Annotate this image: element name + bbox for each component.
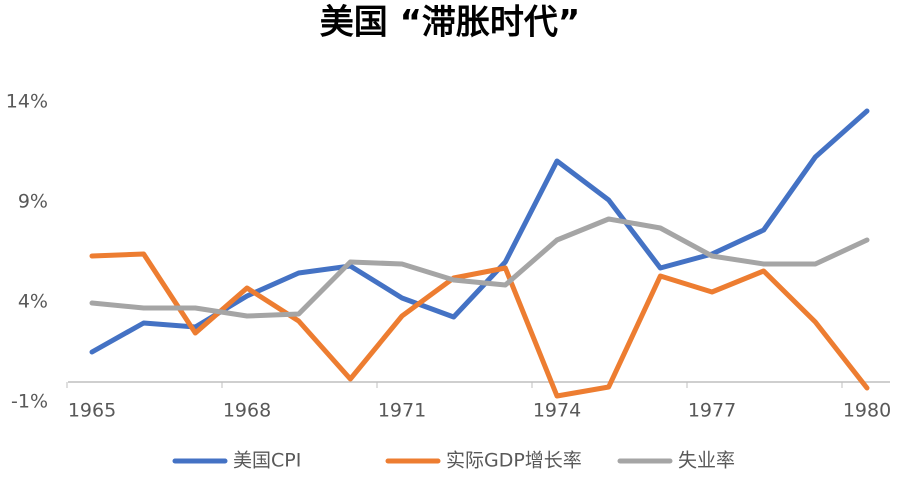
x-tick-label: 1968 bbox=[223, 400, 271, 422]
x-tick-label: 1974 bbox=[533, 400, 581, 422]
y-tick-label: -1% bbox=[11, 391, 48, 413]
legend-label: 实际GDP增长率 bbox=[446, 450, 582, 472]
x-tick-label: 1977 bbox=[688, 400, 736, 422]
chart-title: 美国 “滞胀时代” bbox=[320, 3, 581, 43]
y-tick-label: 4% bbox=[18, 291, 48, 313]
x-tick-label: 1980 bbox=[843, 400, 891, 422]
x-tick-label: 1965 bbox=[68, 400, 116, 422]
legend-label: 美国CPI bbox=[233, 450, 301, 472]
legend-label: 失业率 bbox=[678, 450, 735, 472]
y-tick-label: 9% bbox=[18, 191, 48, 213]
x-tick-label: 1971 bbox=[378, 400, 426, 422]
y-tick-label: 14% bbox=[6, 91, 48, 113]
series-line bbox=[89, 216, 870, 319]
series-line bbox=[89, 108, 870, 355]
series-line bbox=[89, 251, 870, 399]
